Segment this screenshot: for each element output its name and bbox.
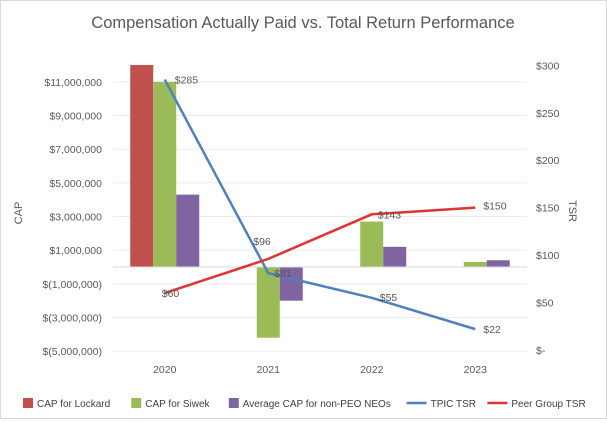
- y-tick-label: $9,000,000: [49, 111, 102, 123]
- y-tick-label: $(3,000,000): [42, 312, 102, 324]
- y2-tick-label: $200: [536, 155, 560, 167]
- legend-label: CAP for Siwek: [145, 399, 210, 410]
- y2-tick-label: $150: [536, 203, 560, 215]
- x-axis: 2020 2021 2022 2023: [153, 364, 487, 376]
- y-tick-label: $5,000,000: [49, 178, 102, 190]
- series-line: [163, 78, 476, 331]
- x-tick-label: 2020: [153, 364, 177, 376]
- x-tick-label: 2021: [257, 364, 281, 376]
- bar: [486, 260, 510, 267]
- y-tick-label: $(5,000,000): [42, 346, 102, 358]
- data-label: $60: [162, 288, 180, 300]
- y2-tick-label: $300: [536, 60, 560, 72]
- series-line: [164, 206, 476, 295]
- y2-axis-title: TSR: [566, 200, 578, 222]
- data-label: $285: [175, 75, 199, 87]
- data-label: $150: [483, 201, 507, 213]
- left-y-axis: $11,000,000 $9,000,000 $7,000,000 $5,000,00…: [42, 77, 102, 358]
- legend-label: CAP for Lockard: [37, 399, 110, 410]
- legend: CAP for Lockard CAP for Siwek Average CAP …: [23, 398, 586, 410]
- y-tick-label: $3,000,000: [49, 212, 102, 224]
- y-tick-label: $1,000,000: [49, 245, 102, 257]
- legend-label: TPIC TSR: [431, 399, 476, 410]
- y-tick-label: $7,000,000: [49, 144, 102, 156]
- data-label: $55: [380, 292, 398, 304]
- y2-tick-label: $250: [536, 108, 560, 120]
- data-labels: $285 $81 $55 $22 $60 $96 $143 $150: [162, 75, 507, 337]
- data-label: $96: [253, 236, 271, 248]
- legend-label: Peer Group TSR: [511, 399, 585, 410]
- bar: [130, 65, 154, 267]
- right-y-axis: $300 $250 $200 $150 $100 $50 $-: [536, 60, 560, 357]
- y2-tick-label: $-: [536, 345, 546, 357]
- bar: [256, 267, 280, 338]
- chart-title: Compensation Actually Paid vs. Total Ret…: [91, 14, 514, 32]
- bar: [383, 246, 407, 267]
- bars: [130, 65, 510, 338]
- y-tick-label: $11,000,000: [44, 77, 102, 89]
- bar: [176, 194, 200, 267]
- y-tick-label: $(1,000,000): [42, 279, 102, 291]
- bar: [360, 221, 384, 267]
- bar: [279, 267, 303, 301]
- bar: [463, 261, 487, 267]
- y2-tick-label: $100: [536, 250, 560, 262]
- bar: [153, 81, 177, 268]
- y-axis-title: CAP: [13, 202, 25, 225]
- data-label: $22: [483, 324, 501, 336]
- tsr-lines: [163, 78, 476, 331]
- legend-label: Average CAP for non-PEO NEOs: [243, 399, 391, 410]
- data-label: $143: [378, 209, 402, 221]
- legend-swatch: [228, 398, 239, 408]
- y2-tick-label: $50: [536, 298, 554, 310]
- x-tick-label: 2023: [464, 364, 488, 376]
- x-tick-label: 2022: [360, 364, 384, 376]
- legend-swatch: [23, 398, 33, 408]
- data-label: $81: [274, 268, 292, 280]
- legend-swatch: [131, 398, 142, 408]
